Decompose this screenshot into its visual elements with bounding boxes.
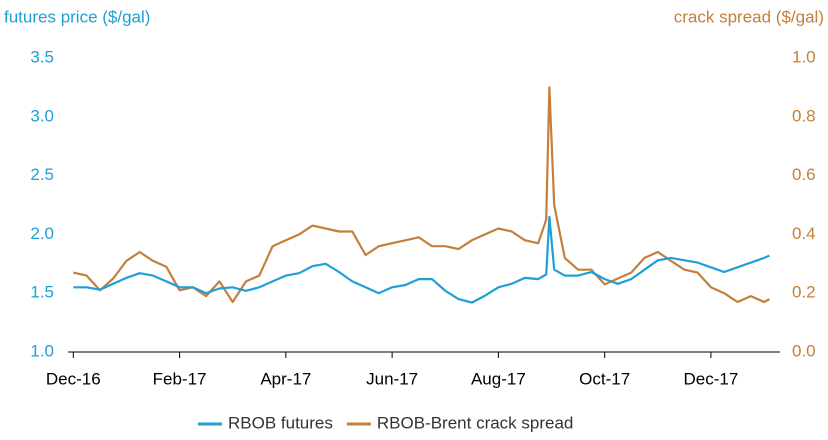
series-line [73, 215, 770, 304]
y-tick-label: 3.5 [30, 47, 54, 66]
y2-tick-label: 0.2 [792, 283, 816, 302]
y-tick-label: 2.0 [30, 224, 54, 243]
x-tick-label: Oct-17 [579, 369, 630, 388]
x-tick-label: Feb-17 [153, 369, 207, 388]
y2-tick-label: 0.6 [792, 165, 816, 184]
y2-tick-label: 0.0 [792, 341, 816, 360]
y-tick-label: 2.5 [30, 165, 54, 184]
y-tick-label: 1.0 [30, 341, 54, 360]
legend-label: RBOB futures [228, 413, 333, 432]
y-tick-label: 1.5 [30, 283, 54, 302]
y2-tick-label: 1.0 [792, 47, 816, 66]
y-axis-title: futures price ($/gal) [4, 7, 150, 26]
x-tick-label: Dec-17 [684, 369, 739, 388]
series-line [73, 86, 770, 304]
y2-tick-label: 0.8 [792, 106, 816, 125]
y-tick-label: 3.0 [30, 106, 54, 125]
x-tick-label: Apr-17 [260, 369, 311, 388]
y2-tick-label: 0.4 [792, 224, 816, 243]
legend-label: RBOB-Brent crack spread [377, 413, 574, 432]
y2-axis-title: crack spread ($/gal) [674, 7, 824, 26]
x-tick-label: Aug-17 [471, 369, 526, 388]
x-tick-label: Dec-16 [46, 369, 101, 388]
x-tick-label: Jun-17 [366, 369, 418, 388]
